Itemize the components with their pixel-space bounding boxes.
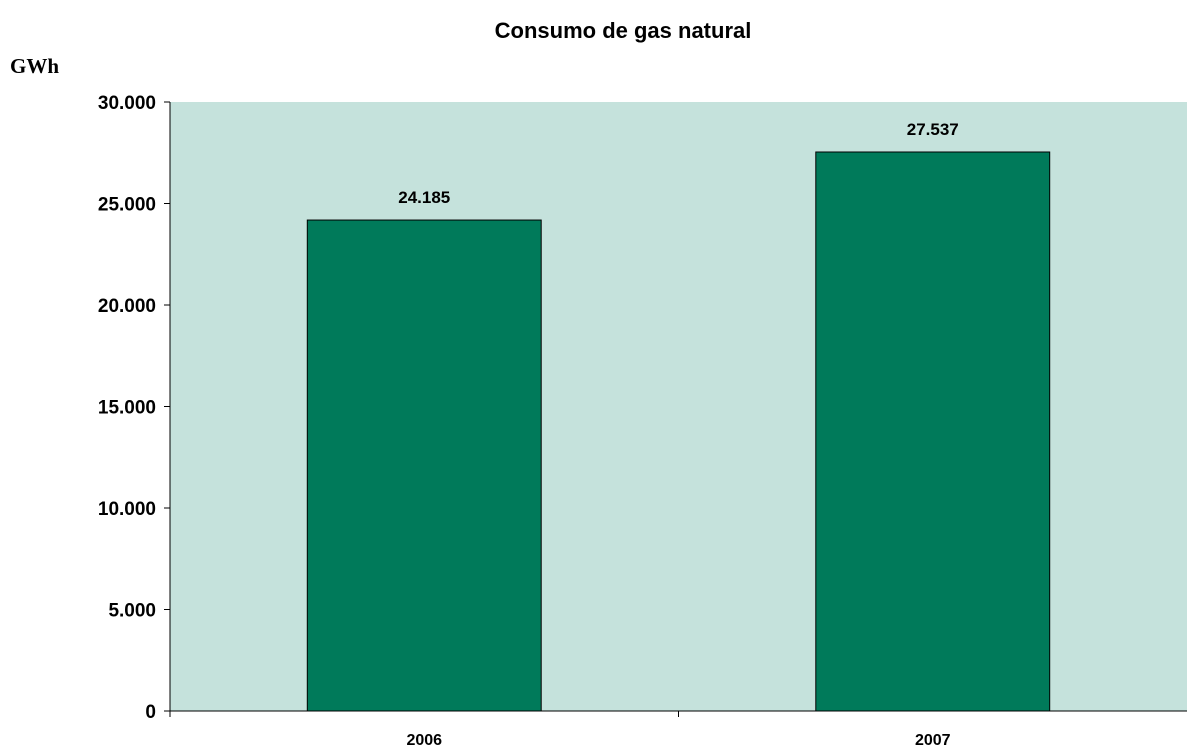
x-tick-label: 2007 — [915, 732, 951, 749]
y-tick-label: 30.000 — [98, 93, 156, 114]
x-tick-label: 2006 — [406, 732, 442, 749]
bar-2007 — [815, 151, 1051, 712]
y-tick-label: 20.000 — [98, 296, 156, 317]
bar-value-label: 24.185 — [398, 188, 450, 207]
bar-value-label: 27.537 — [907, 120, 959, 139]
y-tick-label: 0 — [145, 702, 156, 723]
chart-title: Consumo de gas natural — [495, 18, 752, 43]
y-tick-label: 15.000 — [98, 398, 156, 419]
y-axis-ticks: 0 5.000 10.000 15.000 20.000 25.000 30.000 — [98, 93, 170, 723]
y-tick-label: 10.000 — [98, 499, 156, 520]
x-axis-ticks: 2006 2007 — [169, 711, 951, 749]
y-axis-unit-label: GWh — [10, 54, 59, 78]
bar-2006 — [306, 219, 542, 712]
bars — [306, 151, 1051, 712]
y-tick-label: 5.000 — [108, 601, 156, 622]
bar-value-labels: 24.185 27.537 — [398, 120, 959, 207]
y-tick-label: 25.000 — [98, 195, 156, 216]
